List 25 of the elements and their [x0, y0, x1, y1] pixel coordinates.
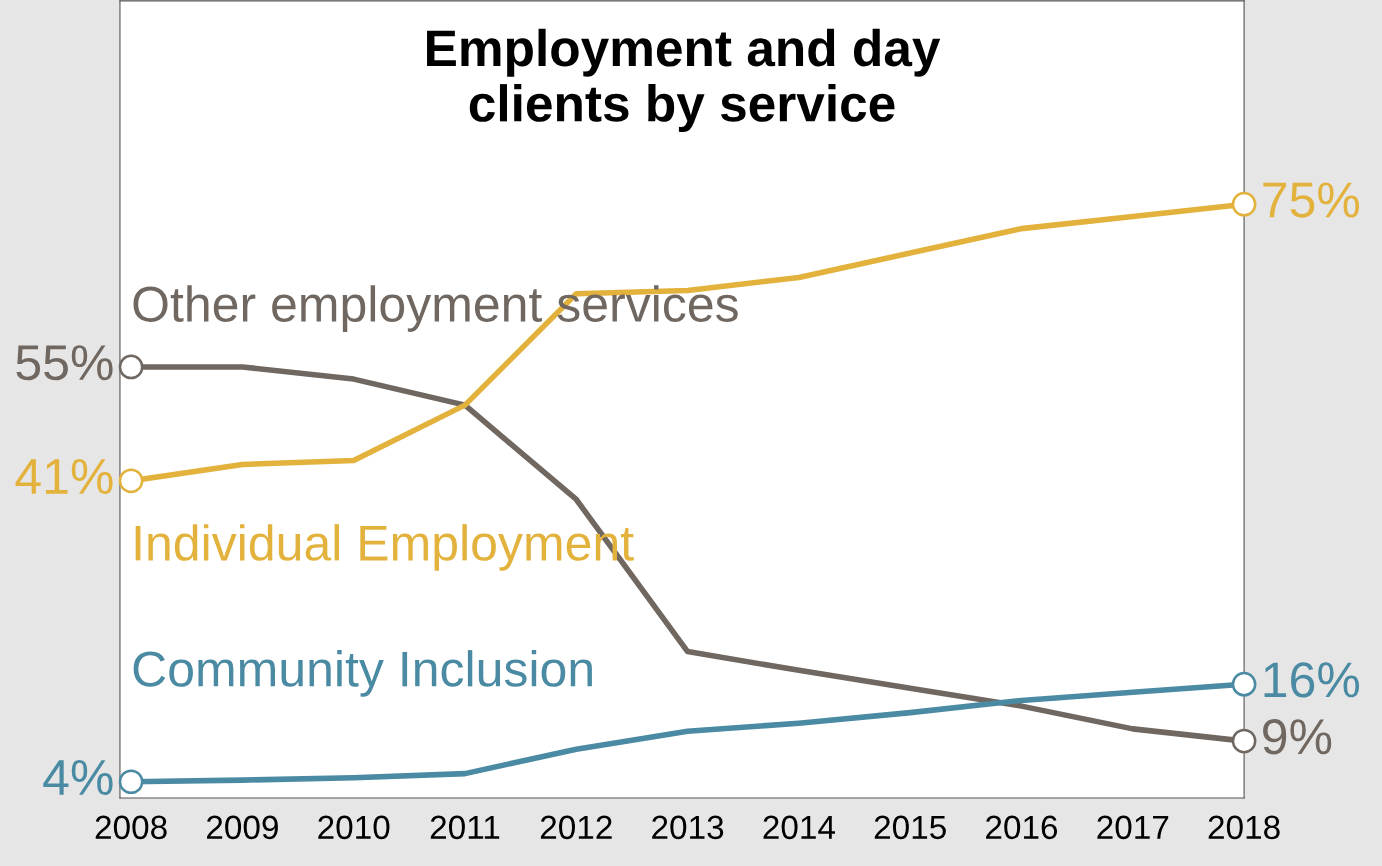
series-label: Community Inclusion [133, 650, 592, 697]
x-tick-label: 2011 [430, 815, 500, 840]
text: Employment and day clients by service [427, 28, 941, 133]
point [1231, 671, 1257, 697]
x-tick-label: 2017 [1097, 815, 1169, 840]
x-tick-label: 2013 [652, 815, 724, 840]
x-tick-label: 2010 [318, 815, 390, 840]
data-label: 16% [1264, 662, 1360, 698]
data-label: 75% [1263, 182, 1360, 218]
point [118, 354, 144, 380]
data-label: 4% [43, 759, 113, 795]
point [1231, 728, 1257, 754]
x-tick-label: 2015 [874, 815, 946, 840]
data-label: 41% [15, 459, 113, 495]
x-tick-label: 2008 [95, 815, 167, 840]
data-label: 55% [16, 345, 113, 381]
x-tick-label: 2009 [206, 815, 278, 840]
x-tick-label: 2016 [986, 815, 1058, 840]
x-tick-label: 2018 [1208, 815, 1280, 840]
point [118, 769, 144, 795]
x-tick-label: 2014 [763, 815, 835, 840]
point [118, 468, 144, 494]
x-tick-label: 2012 [540, 815, 612, 840]
point [1231, 191, 1257, 217]
data-label: 9% [1263, 719, 1332, 755]
